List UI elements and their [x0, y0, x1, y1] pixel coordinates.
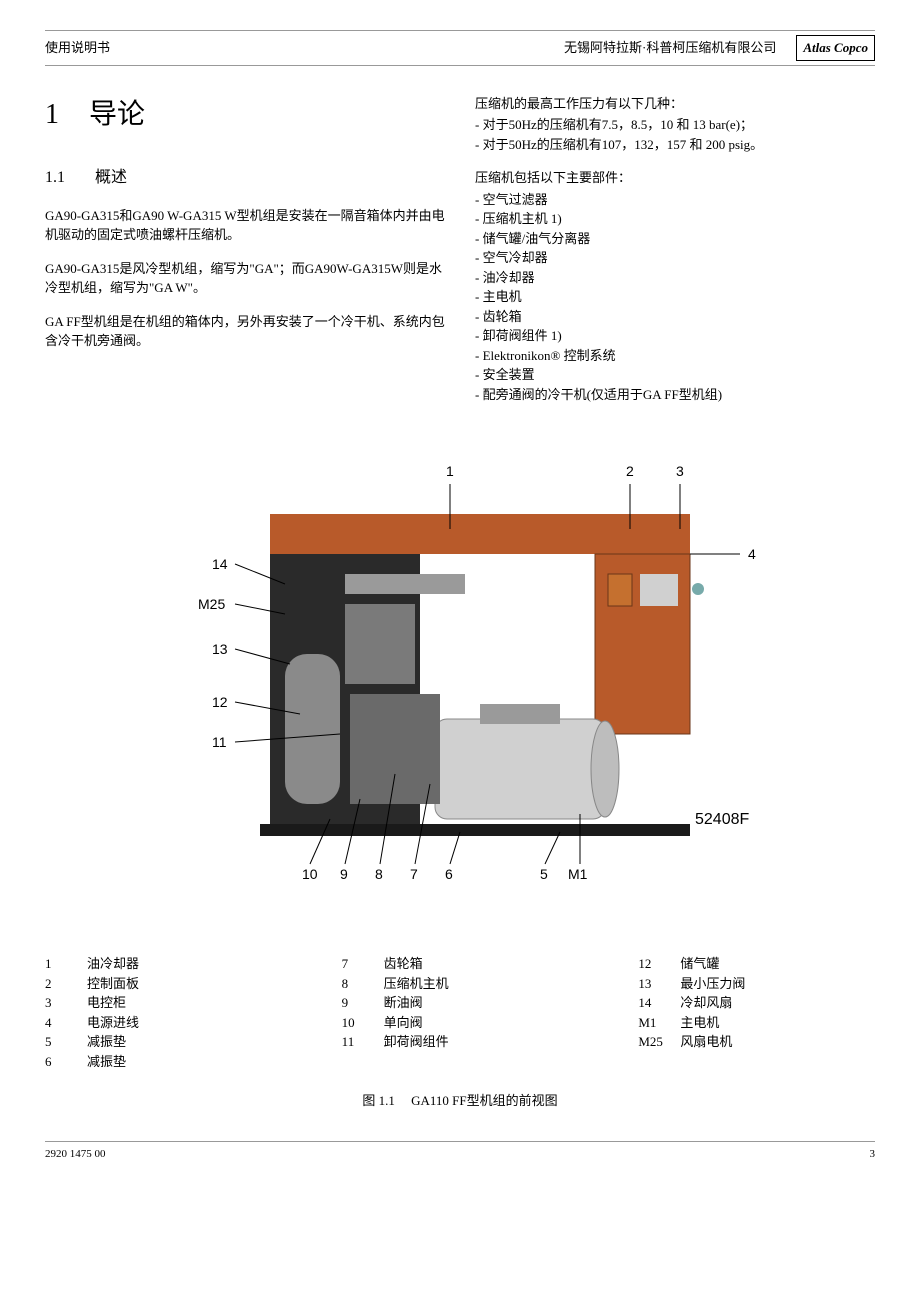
control-panel-box	[640, 574, 678, 606]
figure-code: 52408F	[695, 811, 749, 828]
legend-row: 7齿轮箱	[342, 954, 579, 974]
tank	[285, 654, 340, 804]
legend-row: 9断油阀	[342, 993, 579, 1013]
figure-area: 1 2 3 4 14 M25 13 12 11 10 9 8 7 6 5 M1 …	[45, 454, 875, 1111]
legend-table: 1油冷却器 2控制面板 3电控柜 4电源进线 5减振垫 6减振垫 7齿轮箱 8压…	[45, 954, 875, 1071]
figure-svg: 1 2 3 4 14 M25 13 12 11 10 9 8 7 6 5 M1 …	[140, 454, 780, 884]
list-item: 对于50Hz的压缩机有7.5，8.5，10 和 13 bar(e)；	[475, 115, 875, 135]
body-columns: 1 导论 1.1 概述 GA90-GA315和GA90 W-GA315 W型机组是安…	[45, 94, 875, 405]
pipe-top	[345, 574, 465, 594]
legend-col-2: 7齿轮箱 8压缩机主机 9断油阀 10单向阀 11卸荷阀组件	[342, 954, 579, 1071]
svg-text:10: 10	[302, 866, 318, 882]
pressures-list: 对于50Hz的压缩机有7.5，8.5，10 和 13 bar(e)； 对于50H…	[475, 115, 875, 154]
indicator-light	[692, 583, 704, 595]
svg-text:8: 8	[375, 866, 383, 882]
para-2: GA90-GA315是风冷型机组，缩写为"GA"；而GA90W-GA315W则是…	[45, 259, 445, 298]
legend-row: 3电控柜	[45, 993, 282, 1013]
left-column: 1 导论 1.1 概述 GA90-GA315和GA90 W-GA315 W型机组是安…	[45, 94, 445, 405]
header-company: 无锡阿特拉斯·科普柯压缩机有限公司	[564, 38, 776, 58]
svg-text:1: 1	[446, 463, 454, 479]
legend-row: 5减振垫	[45, 1032, 282, 1052]
legend-row: 13最小压力阀	[638, 974, 875, 994]
legend-row: 4电源进线	[45, 1013, 282, 1033]
base-plate	[260, 824, 690, 836]
header-left: 使用说明书	[45, 38, 110, 58]
list-item: 空气过滤器	[475, 190, 875, 210]
svg-text:13: 13	[212, 641, 228, 657]
footer-left: 2920 1475 00	[45, 1146, 106, 1163]
svg-text:7: 7	[410, 866, 418, 882]
svg-text:6: 6	[445, 866, 453, 882]
legend-row: 14冷却风扇	[638, 993, 875, 1013]
section-title: 概述	[95, 169, 127, 186]
svg-text:14: 14	[212, 556, 228, 572]
svg-text:4: 4	[748, 546, 756, 562]
compressor-element	[350, 694, 440, 804]
chapter-num: 1	[45, 99, 59, 130]
section-heading: 1.1 概述	[45, 166, 445, 190]
figure-caption: 图 1.1 GA110 FF型机组的前视图	[45, 1091, 875, 1111]
pressures-intro: 压缩机的最高工作压力有以下几种：	[475, 94, 875, 114]
legend-col-1: 1油冷却器 2控制面板 3电控柜 4电源进线 5减振垫 6减振垫	[45, 954, 282, 1071]
list-item: 压缩机主机 1)	[475, 209, 875, 229]
legend-row: 1油冷却器	[45, 954, 282, 974]
components-intro: 压缩机包括以下主要部件：	[475, 168, 875, 188]
list-item: 空气冷却器	[475, 248, 875, 268]
top-panel	[270, 514, 690, 554]
svg-text:M25: M25	[198, 596, 225, 612]
legend-row: M1主电机	[638, 1013, 875, 1033]
list-item: 对于50Hz的压缩机有107，132，157 和 200 psig。	[475, 135, 875, 155]
legend-col-3: 12储气罐 13最小压力阀 14冷却风扇 M1主电机 M25风扇电机	[638, 954, 875, 1071]
legend-row: 12储气罐	[638, 954, 875, 974]
svg-text:M1: M1	[568, 866, 588, 882]
caption-text: GA110 FF型机组的前视图	[411, 1093, 558, 1108]
chapter-title: 导论	[89, 99, 145, 130]
svg-text:5: 5	[540, 866, 548, 882]
list-item: 主电机	[475, 287, 875, 307]
legend-row: 10单向阀	[342, 1013, 579, 1033]
list-item: 齿轮箱	[475, 307, 875, 327]
vent-grille	[608, 574, 632, 606]
footer-page: 3	[870, 1146, 876, 1163]
svg-text:11: 11	[212, 734, 227, 750]
list-item: 油冷却器	[475, 268, 875, 288]
legend-row: M25风扇电机	[638, 1032, 875, 1052]
chapter-heading: 1 导论	[45, 94, 445, 136]
header-right: 无锡阿特拉斯·科普柯压缩机有限公司 Atlas Copco	[564, 35, 875, 61]
components-list: 空气过滤器 压缩机主机 1) 储气罐/油气分离器 空气冷却器 油冷却器 主电机 …	[475, 190, 875, 405]
section-num: 1.1	[45, 169, 65, 186]
list-item: 安全装置	[475, 365, 875, 385]
page-header: 使用说明书 无锡阿特拉斯·科普柯压缩机有限公司 Atlas Copco	[45, 30, 875, 66]
right-column: 压缩机的最高工作压力有以下几种： 对于50Hz的压缩机有7.5，8.5，10 和…	[475, 94, 875, 405]
valve-block	[345, 604, 415, 684]
legend-row: 11卸荷阀组件	[342, 1032, 579, 1052]
list-item: 配旁通阀的冷干机(仅适用于GA FF型机组)	[475, 385, 875, 405]
list-item: Elektronikon® 控制系统	[475, 346, 875, 366]
svg-text:9: 9	[340, 866, 348, 882]
svg-text:2: 2	[626, 463, 634, 479]
legend-row: 6减振垫	[45, 1052, 282, 1072]
svg-text:12: 12	[212, 694, 228, 710]
page-footer: 2920 1475 00 3	[45, 1141, 875, 1163]
legend-row: 8压缩机主机	[342, 974, 579, 994]
logo: Atlas Copco	[796, 35, 875, 61]
list-item: 储气罐/油气分离器	[475, 229, 875, 249]
svg-text:3: 3	[676, 463, 684, 479]
list-item: 卸荷阀组件 1)	[475, 326, 875, 346]
legend-row: 2控制面板	[45, 974, 282, 994]
caption-num: 图 1.1	[362, 1093, 395, 1108]
main-motor	[435, 704, 619, 819]
para-1: GA90-GA315和GA90 W-GA315 W型机组是安装在一隔音箱体内并由…	[45, 206, 445, 245]
para-3: GA FF型机组是在机组的箱体内，另外再安装了一个冷干机、系统内包含冷干机旁通阀…	[45, 312, 445, 351]
